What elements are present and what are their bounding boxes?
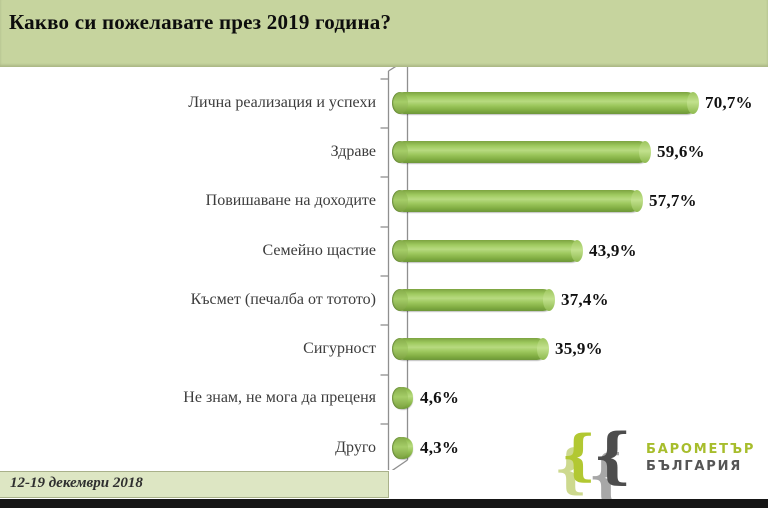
bar-rows: Лична реализация и успехи 70,7% Здраве 5…: [0, 78, 768, 472]
survey-period-label: 12-19 декември 2018: [10, 475, 143, 491]
value-label: 59,6%: [657, 141, 705, 161]
value-label: 4,6%: [420, 388, 460, 408]
value-label: 70,7%: [705, 92, 753, 112]
bar-row: Здраве 59,6%: [0, 127, 768, 176]
value-label: 57,7%: [649, 191, 697, 211]
value-label: 37,4%: [561, 289, 609, 309]
plot-area: Лична реализация и успехи 70,7% Здраве 5…: [0, 67, 768, 470]
barometer-bulgaria-logo: { { { { БАРОМЕТЪР БЪЛГАРИЯ: [552, 421, 768, 504]
bar: [392, 387, 413, 410]
value-label: 43,9%: [589, 240, 637, 260]
bar: [392, 140, 651, 163]
face-profile-echo-gray-icon: {: [588, 443, 625, 508]
bar-right-tip: [571, 239, 583, 262]
bar-left-cap: [392, 140, 408, 163]
bar: [392, 288, 555, 311]
bar: [392, 190, 643, 213]
bar-row: Повишаване на доходите 57,7%: [0, 177, 768, 226]
value-label: 35,9%: [555, 339, 603, 359]
bar: [392, 91, 699, 114]
category-label: Друго: [335, 438, 376, 456]
survey-period-box: 12-19 декември 2018: [0, 471, 389, 498]
bar-right-tip: [687, 91, 699, 114]
bar-left-cap: [392, 190, 408, 213]
face-profile-green-icon: {: [561, 423, 596, 487]
logo-wordmark: БАРОМЕТЪР БЪЛГАРИЯ: [646, 442, 755, 474]
face-profile-gray-icon: {: [593, 421, 632, 491]
face-profile-echo-green-icon: {: [554, 439, 588, 500]
bar-right-tip: [631, 190, 643, 213]
logo-brand-line1: БАРОМЕТЪР: [646, 442, 756, 457]
category-label: Късмет (печалба от тотото): [190, 290, 376, 308]
logo-brand-line2: БЪЛГАРИЯ: [646, 459, 743, 474]
bar: [392, 239, 583, 262]
category-label: Здраве: [330, 142, 376, 160]
value-label: 4,3%: [420, 437, 460, 457]
bar-row: Сигурност 35,9%: [0, 324, 768, 373]
page-title: Какво си пожелавате през 2019 година?: [9, 10, 392, 34]
bar-row: Не знам, не мога да преценя 4,6%: [0, 374, 768, 423]
bar-right-tip: [543, 288, 555, 311]
bar-left-cap: [392, 436, 408, 459]
bar-left-cap: [392, 387, 408, 410]
bar-left-cap: [392, 239, 408, 262]
bar-right-tip: [639, 140, 651, 163]
chart-title-band: Какво си пожелавате през 2019 година?: [0, 0, 768, 67]
bar-row: Късмет (печалба от тотото) 37,4%: [0, 275, 768, 324]
bar-left-cap: [392, 288, 408, 311]
bar-left-cap: [392, 338, 408, 361]
bar-row: Друго 4,3%: [0, 423, 768, 472]
category-label: Повишаване на доходите: [205, 192, 376, 210]
bar: [392, 338, 549, 361]
category-label: Семейно щастие: [262, 241, 377, 259]
bar: [392, 436, 413, 459]
bar-row: Семейно щастие 43,9%: [0, 226, 768, 275]
bottom-strip: [0, 499, 768, 508]
category-label: Не знам, не мога да преценя: [183, 389, 376, 407]
bar-row: Лична реализация и успехи 70,7%: [0, 78, 768, 127]
category-label: Лична реализация и успехи: [188, 93, 376, 111]
bar-right-tip: [537, 338, 549, 361]
bar-left-cap: [392, 91, 408, 114]
category-label: Сигурност: [303, 340, 376, 358]
